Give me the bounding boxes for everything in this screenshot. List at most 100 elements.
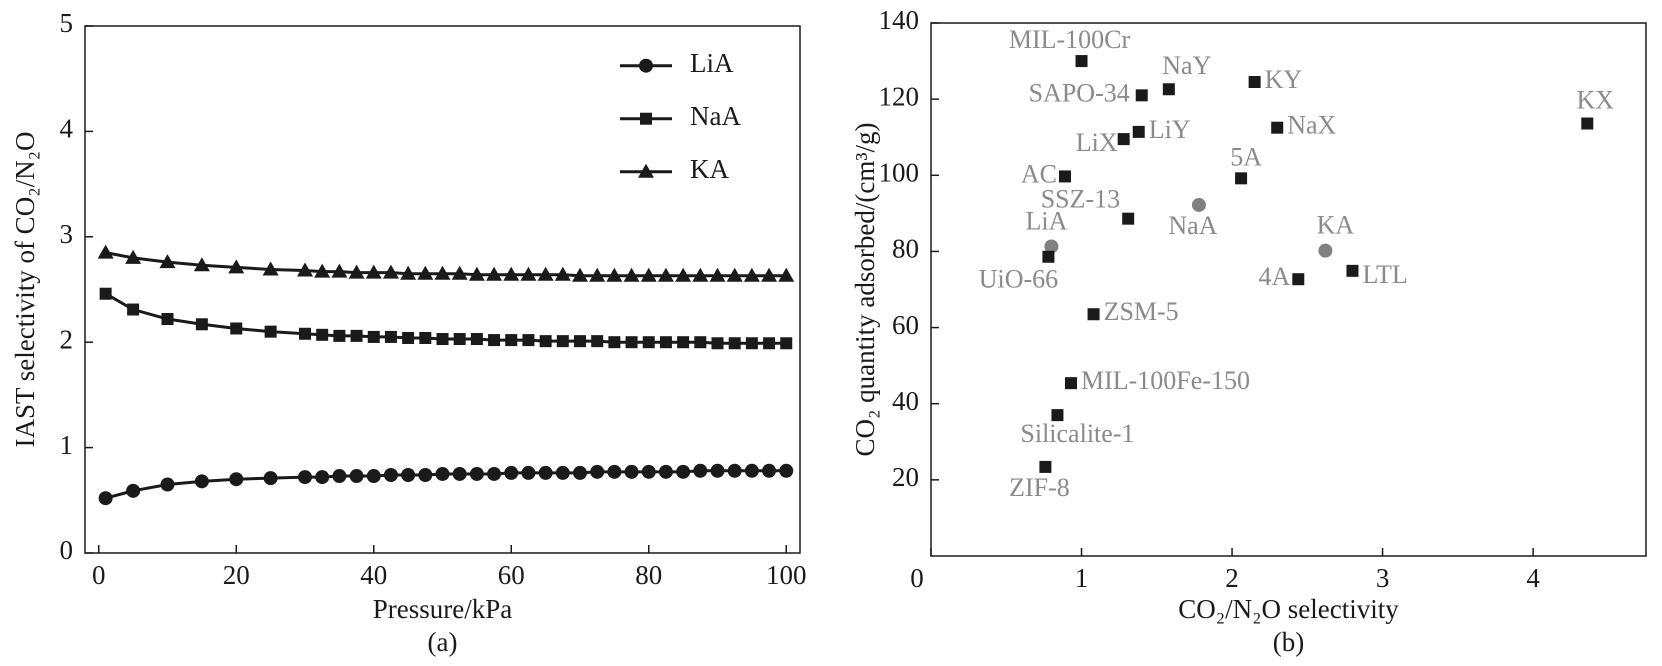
- x-tick-label: 100: [766, 560, 807, 590]
- data-point: [419, 331, 432, 344]
- y-tick-label: 40: [892, 386, 919, 416]
- data-point: [350, 329, 363, 342]
- data-point: [331, 263, 348, 278]
- data-point: [383, 468, 398, 483]
- y-tick-label: 3: [60, 219, 74, 249]
- data-point: [264, 325, 277, 338]
- point-label: 4A: [1259, 262, 1291, 291]
- data-point: [1318, 243, 1333, 258]
- data-point: [521, 465, 536, 480]
- point-label: Silicalite-1: [1020, 419, 1134, 448]
- data-point: [332, 469, 347, 484]
- legend-marker: [638, 163, 654, 178]
- data-point: [1087, 308, 1100, 321]
- x-tick-label: 80: [635, 560, 662, 590]
- point-label: AC: [1021, 159, 1057, 188]
- data-point: [591, 335, 604, 348]
- x-tick-label: 3: [1376, 563, 1390, 593]
- data-point: [505, 334, 518, 347]
- legend-label: NaA: [690, 101, 741, 131]
- data-point: [1581, 117, 1594, 130]
- data-point: [435, 466, 450, 481]
- data-point: [763, 337, 776, 350]
- x-tick-label: 20: [223, 560, 250, 590]
- legend-label: KA: [690, 154, 729, 184]
- data-point: [436, 333, 449, 346]
- data-point: [98, 491, 113, 506]
- data-point: [675, 267, 692, 282]
- point-label: LiA: [1025, 206, 1067, 235]
- data-point: [710, 463, 725, 478]
- data-point: [743, 267, 760, 282]
- data-point: [589, 267, 606, 282]
- data-point: [333, 329, 346, 342]
- data-point: [367, 330, 380, 343]
- data-point: [779, 463, 794, 478]
- data-point: [1135, 89, 1148, 102]
- data-point: [625, 336, 638, 349]
- point-label: MIL-100Fe-150: [1081, 366, 1250, 395]
- data-point: [366, 469, 381, 484]
- data-point: [1132, 125, 1145, 138]
- data-point: [556, 335, 569, 348]
- data-point: [728, 337, 741, 350]
- x-tick-label: 0: [910, 563, 924, 593]
- data-point: [195, 318, 208, 331]
- data-point: [434, 265, 451, 280]
- data-point: [761, 267, 778, 282]
- data-point: [555, 465, 570, 480]
- data-point: [1117, 133, 1130, 146]
- data-point: [263, 471, 278, 486]
- y-tick-label: 60: [892, 310, 919, 340]
- data-point: [1044, 239, 1059, 254]
- y-tick-label: 80: [892, 234, 919, 264]
- data-point: [230, 322, 243, 335]
- data-point: [520, 266, 537, 281]
- x-tick-label: 1: [1075, 563, 1089, 593]
- point-label: ZSM-5: [1104, 297, 1179, 326]
- data-point: [1042, 250, 1055, 263]
- data-point: [693, 463, 708, 478]
- data-point: [573, 465, 587, 480]
- data-point: [384, 330, 397, 343]
- data-point: [709, 267, 726, 282]
- data-point: [316, 328, 329, 341]
- data-point: [349, 469, 364, 484]
- data-point: [487, 466, 502, 481]
- data-point: [1058, 170, 1071, 183]
- x-tick-label: 0: [92, 560, 106, 590]
- legend-marker: [639, 58, 653, 73]
- data-point: [572, 267, 588, 282]
- data-point: [1122, 212, 1135, 225]
- data-point: [554, 266, 571, 281]
- data-point: [1064, 377, 1077, 390]
- caption: (b): [1273, 627, 1304, 657]
- data-point: [365, 264, 382, 279]
- data-point: [692, 267, 709, 282]
- y-tick-label: 100: [879, 157, 920, 187]
- data-point: [1191, 197, 1206, 212]
- data-point: [677, 336, 690, 349]
- data-point: [780, 337, 793, 350]
- data-point: [726, 267, 743, 282]
- data-point: [1075, 55, 1088, 68]
- data-point: [161, 313, 174, 326]
- data-point: [694, 336, 707, 349]
- data-point: [624, 464, 639, 479]
- x-tick-label: 40: [360, 560, 387, 590]
- x-tick-label: 60: [498, 560, 525, 590]
- legend-label: LiA: [690, 48, 734, 78]
- y-axis-label: CO₂ quantity adsorbed/(cm³/g): [850, 123, 880, 457]
- data-point: [126, 483, 141, 498]
- data-point: [315, 470, 330, 485]
- x-tick-label: 4: [1526, 563, 1540, 593]
- point-label: 5A: [1230, 142, 1262, 171]
- data-point: [452, 466, 467, 481]
- data-point: [590, 464, 605, 479]
- y-tick-label: 20: [892, 462, 919, 492]
- data-point: [1292, 273, 1305, 286]
- data-point: [778, 267, 795, 282]
- data-point: [193, 257, 210, 272]
- y-tick-label: 2: [60, 324, 74, 354]
- data-point: [298, 470, 312, 485]
